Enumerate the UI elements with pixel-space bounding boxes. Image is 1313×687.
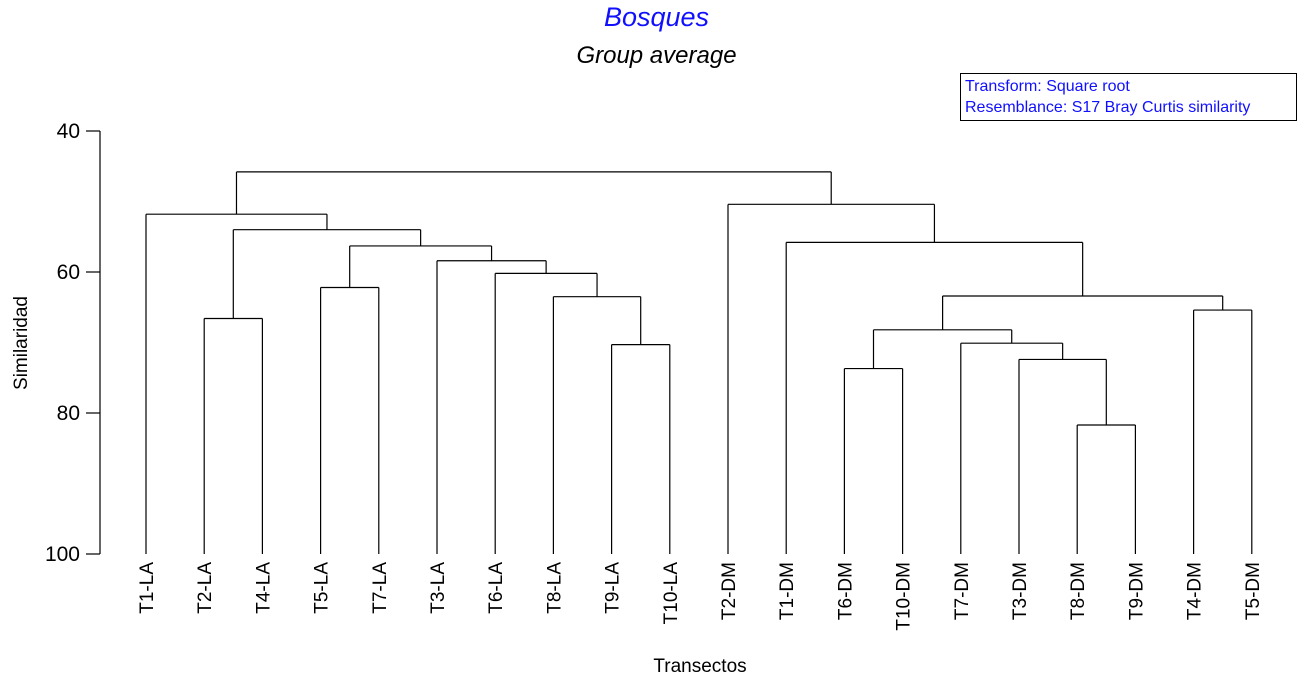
y-axis: 40 60 80 100 <box>45 120 101 566</box>
leaf-labels: T1-LA T2-LA T4-LA T5-LA T7-LA T3-LA T6-LA T8-LA… <box>137 562 1264 631</box>
y-tick-label: 80 <box>57 402 80 425</box>
y-tick-label: 100 <box>45 543 80 566</box>
legend-box: Transform: Square root Resemblance: S17 … <box>960 73 1297 121</box>
chart-subtitle: Group average <box>576 42 737 69</box>
leaf-label: T5-LA <box>312 562 333 614</box>
legend-resemblance: Resemblance: S17 Bray Curtis similarity <box>965 99 1251 116</box>
leaf-label: T7-LA <box>370 562 391 614</box>
leaf-label: T8-LA <box>544 562 565 614</box>
leaf-label: T9-LA <box>603 562 624 614</box>
dendrogram-tree <box>145 171 1253 554</box>
y-tick-label: 60 <box>57 261 80 284</box>
leaf-label: T4-DM <box>1185 562 1206 620</box>
leaf-label: T6-LA <box>486 562 507 614</box>
leaf-label: T1-DM <box>777 562 798 620</box>
leaf-label: T3-DM <box>1010 562 1031 620</box>
chart-title: Bosques <box>603 2 710 32</box>
leaf-label: T2-DM <box>719 562 740 620</box>
leaf-label: T9-DM <box>1126 562 1147 620</box>
leaf-label: T10-LA <box>661 562 682 625</box>
leaf-label: T1-LA <box>137 562 158 614</box>
leaf-label: T6-DM <box>835 562 856 620</box>
leaf-label: T4-LA <box>253 562 274 614</box>
leaf-label: T7-DM <box>952 562 973 620</box>
y-tick-label: 40 <box>57 120 80 143</box>
leaf-label: T2-LA <box>195 562 216 614</box>
leaf-label: T5-DM <box>1243 562 1264 620</box>
y-axis-title: Similaridad <box>11 296 32 390</box>
leaf-label: T10-DM <box>894 562 915 631</box>
x-axis-title: Transectos <box>653 656 746 677</box>
legend-transform: Transform: Square root <box>965 78 1130 95</box>
leaf-label: T8-DM <box>1068 562 1089 620</box>
leaf-label: T3-LA <box>428 562 449 614</box>
